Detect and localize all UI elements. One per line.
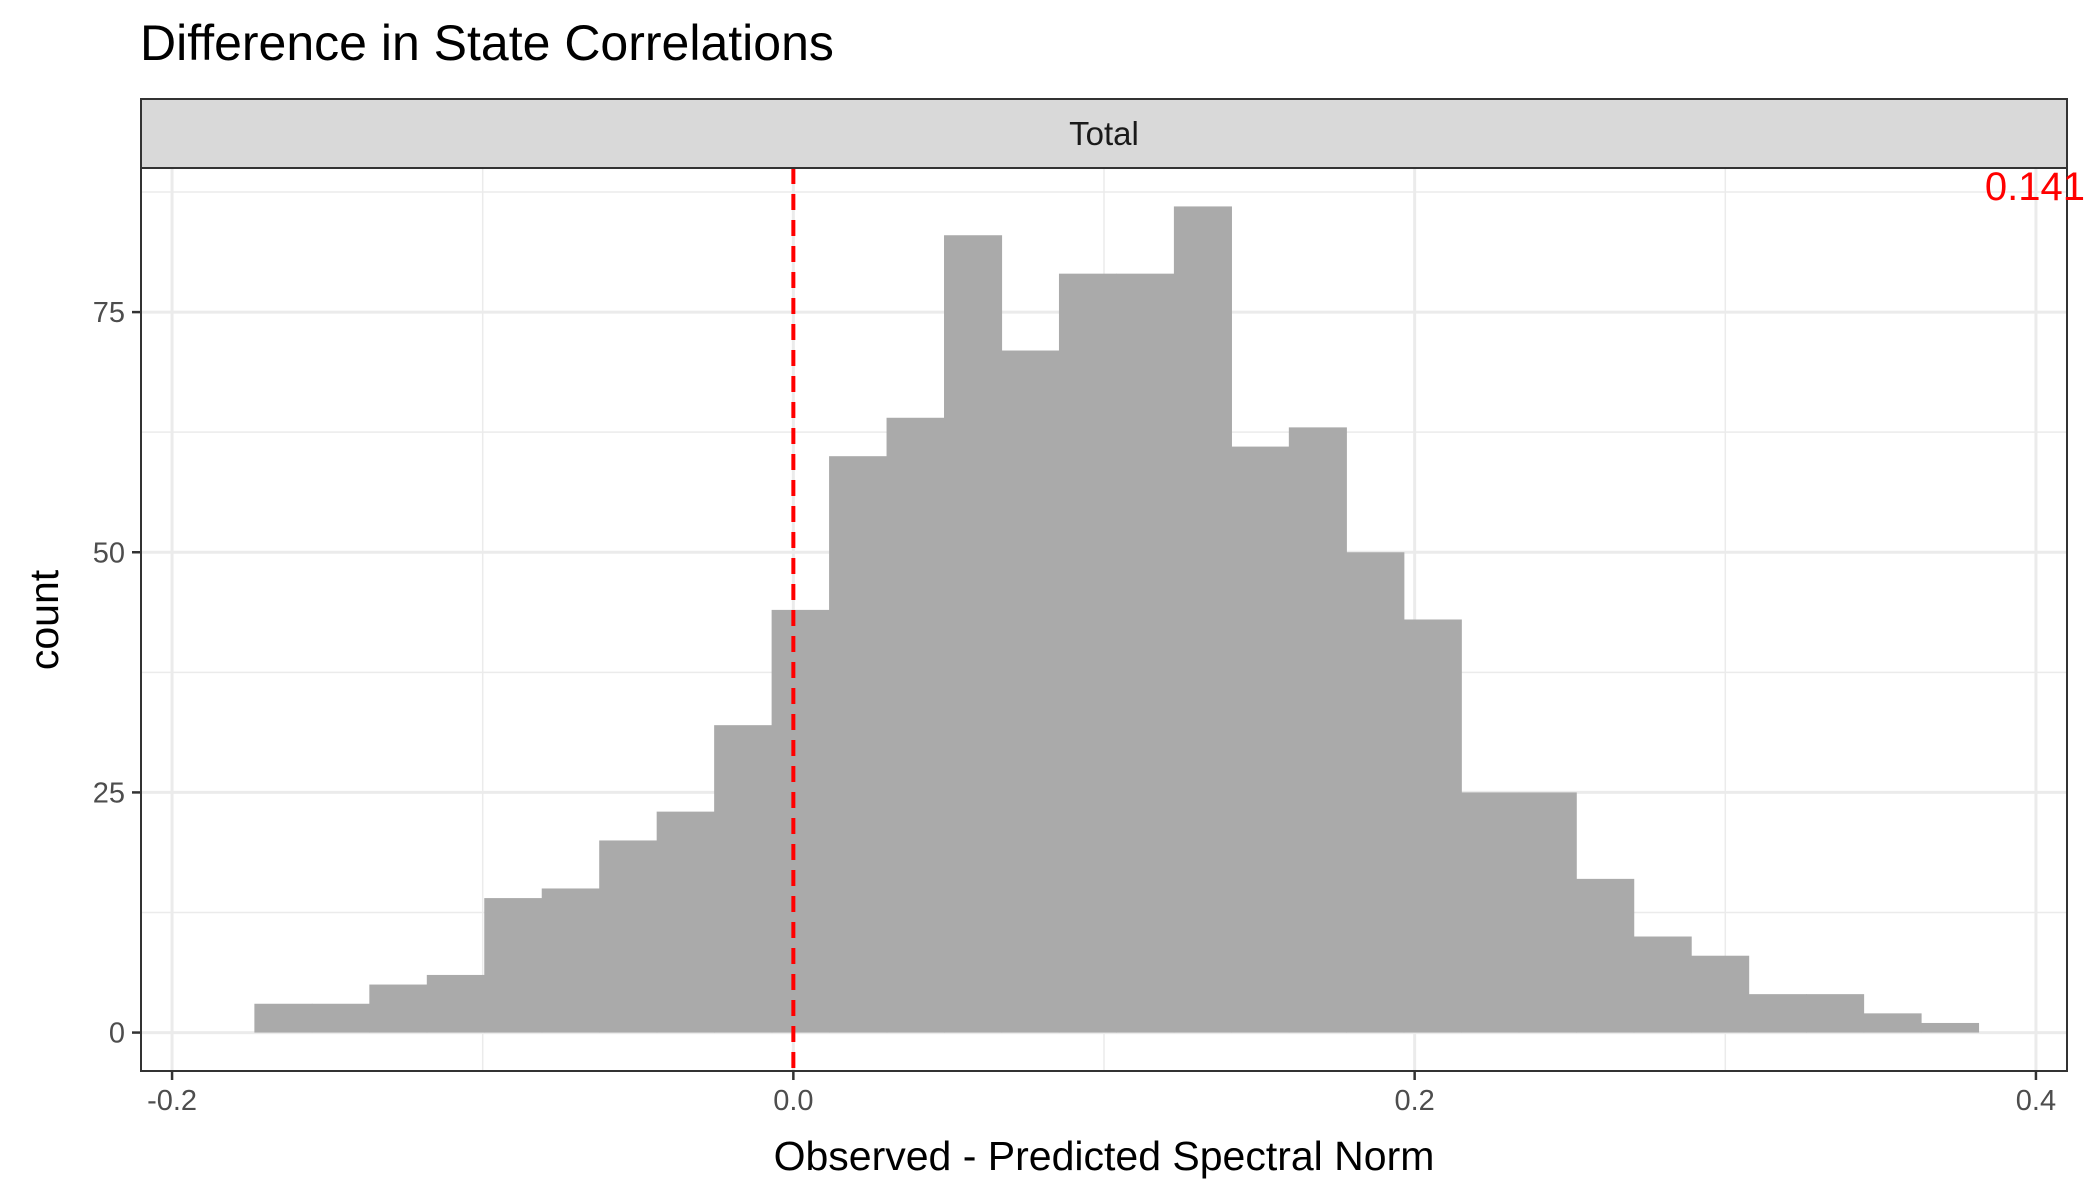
histogram-bar xyxy=(1863,1013,1922,1033)
facet-strip-label: Total xyxy=(1069,115,1139,152)
y-axis: 0 25 50 75 xyxy=(93,297,141,1050)
histogram-bar xyxy=(254,1003,313,1033)
histogram-bar xyxy=(1748,994,1807,1033)
x-tick-label: 0.0 xyxy=(773,1085,813,1117)
histogram-bar xyxy=(656,811,715,1033)
histogram-bar xyxy=(886,417,945,1033)
histogram-bar xyxy=(1001,350,1060,1033)
histogram-bar xyxy=(541,888,600,1033)
histogram-bar xyxy=(1461,792,1520,1033)
histogram-bar xyxy=(829,456,888,1033)
histogram-bar xyxy=(1403,619,1462,1033)
histogram-bar xyxy=(484,898,543,1033)
histogram-bar xyxy=(1288,427,1347,1033)
histogram-bar xyxy=(1116,273,1175,1033)
histogram-bar xyxy=(1231,446,1290,1033)
histogram-bar xyxy=(1058,273,1118,1033)
x-axis: -0.2 0.0 0.2 0.4 xyxy=(147,1071,2056,1117)
chart-title: Difference in State Correlations xyxy=(140,15,834,71)
histogram-bar xyxy=(1173,206,1232,1033)
facet-strip xyxy=(140,98,2068,169)
y-tick-label: 75 xyxy=(93,297,125,329)
x-axis-title: Observed - Predicted Spectral Norm xyxy=(774,1133,1435,1179)
histogram-bar xyxy=(369,984,428,1033)
histogram-bar xyxy=(944,235,1003,1033)
histogram-bar xyxy=(714,725,773,1033)
y-tick-label: 25 xyxy=(93,777,125,809)
histogram-bar xyxy=(1806,994,1865,1033)
annotation-label: 0.141 xyxy=(1985,165,2085,209)
histogram-bar xyxy=(599,840,658,1033)
y-tick-label: 0 xyxy=(109,1018,125,1050)
histogram-bar xyxy=(1920,1022,1980,1033)
x-tick-label: -0.2 xyxy=(147,1085,197,1117)
histogram-bar xyxy=(1633,936,1692,1033)
histogram-bar xyxy=(1691,955,1750,1033)
x-tick-label: 0.4 xyxy=(2016,1085,2056,1117)
histogram-bar xyxy=(1518,792,1577,1033)
histogram-bar xyxy=(426,974,485,1033)
y-tick-label: 50 xyxy=(93,537,125,569)
x-tick-label: 0.2 xyxy=(1394,1085,1434,1117)
histogram-bar xyxy=(1576,878,1635,1033)
histogram-bars xyxy=(254,206,1980,1033)
y-axis-title: count xyxy=(21,569,67,670)
histogram-bar xyxy=(771,609,830,1033)
histogram-bar xyxy=(1346,552,1405,1033)
panel-border xyxy=(140,167,2068,1072)
histogram-bar xyxy=(311,1003,370,1033)
